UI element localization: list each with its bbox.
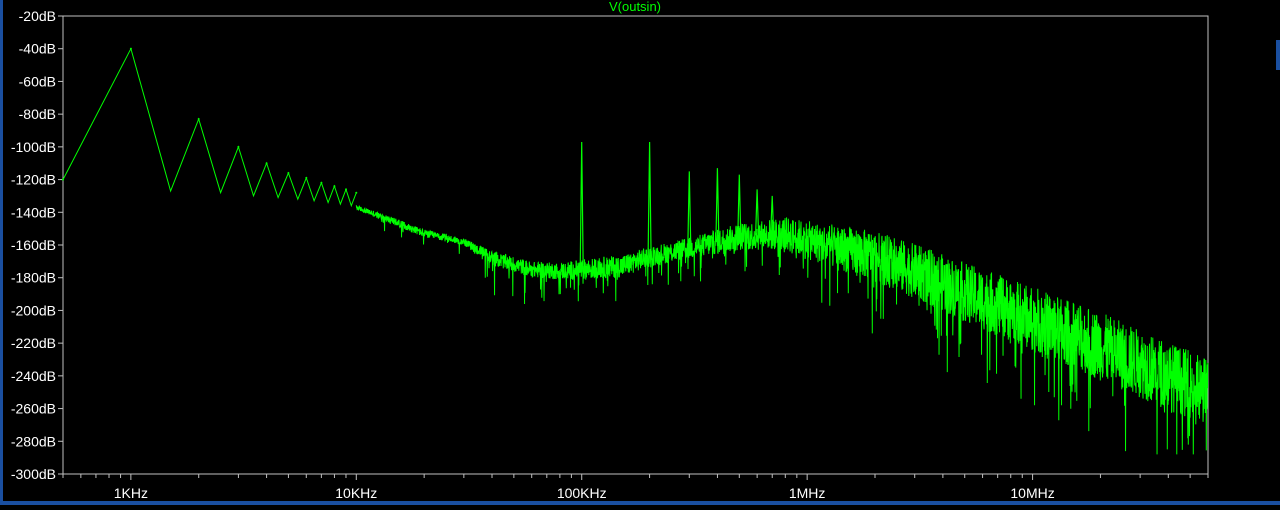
y-tick-label: -160dB (11, 237, 56, 253)
x-tick-label: 10KHz (335, 485, 377, 501)
spur-3 (715, 168, 720, 242)
harmonic-peak-9 (345, 188, 347, 191)
harmonic-peak-1 (129, 47, 132, 50)
trace-v-outsin[interactable] (62, 47, 1209, 455)
y-tick-label: -180dB (11, 270, 56, 286)
harmonic-peak-5 (287, 172, 290, 174)
harmonic-peak-3 (237, 145, 240, 148)
window-frame-left (0, 0, 3, 505)
y-tick-label: -40dB (19, 41, 56, 57)
chart-title[interactable]: V(outsin) (609, 0, 661, 14)
y-tick-label: -220dB (11, 335, 56, 351)
spur-1 (647, 141, 652, 257)
x-tick-label: 1KHz (114, 485, 148, 501)
window-frame-right-accent (1276, 40, 1280, 70)
x-tick-label: 10MHz (1010, 485, 1054, 501)
y-tick-label: -120dB (11, 172, 56, 188)
harmonic-peak-7 (320, 181, 323, 184)
y-tick-label: -280dB (11, 433, 56, 449)
x-tick-label: 1MHz (789, 485, 826, 501)
harmonic-peak-6 (305, 176, 308, 179)
spur-6 (770, 195, 775, 235)
window-frame-bottom (0, 501, 1280, 505)
harmonic-peak-0 (62, 178, 64, 181)
harmonic-peak-8 (333, 185, 336, 188)
y-tick-label: -100dB (11, 139, 56, 155)
spur-0 (579, 141, 584, 270)
y-tick-label: -60dB (19, 73, 56, 89)
y-axis: -20dB -40dB -60dB -80dB -100dB -120dB -140dB -1… (11, 8, 63, 482)
x-axis: 1KHz 10KHz 100KHz 1MHz 10MHz (62, 474, 1209, 501)
y-tick-label: -80dB (19, 106, 56, 122)
harmonic-peak-2 (197, 118, 200, 120)
harmonic-peak-10 (355, 191, 358, 194)
trace-peaks (62, 47, 358, 194)
y-tick-label: -140dB (11, 204, 56, 220)
x-tick-label: 100KHz (557, 485, 607, 501)
y-tick-label: -260dB (11, 401, 56, 417)
y-tick-label: -20dB (19, 8, 56, 24)
spur-5 (755, 189, 760, 236)
spur-4 (737, 174, 742, 237)
y-tick-label: -240dB (11, 368, 56, 384)
harmonic-peak-4 (265, 162, 268, 165)
y-tick-label: -200dB (11, 302, 56, 318)
spur-2 (687, 171, 692, 249)
y-tick-label: -300dB (11, 466, 56, 482)
trace-harmonic-comb (62, 47, 357, 208)
trace-noise-floor (355, 205, 1209, 455)
trace-spurs (579, 141, 775, 270)
